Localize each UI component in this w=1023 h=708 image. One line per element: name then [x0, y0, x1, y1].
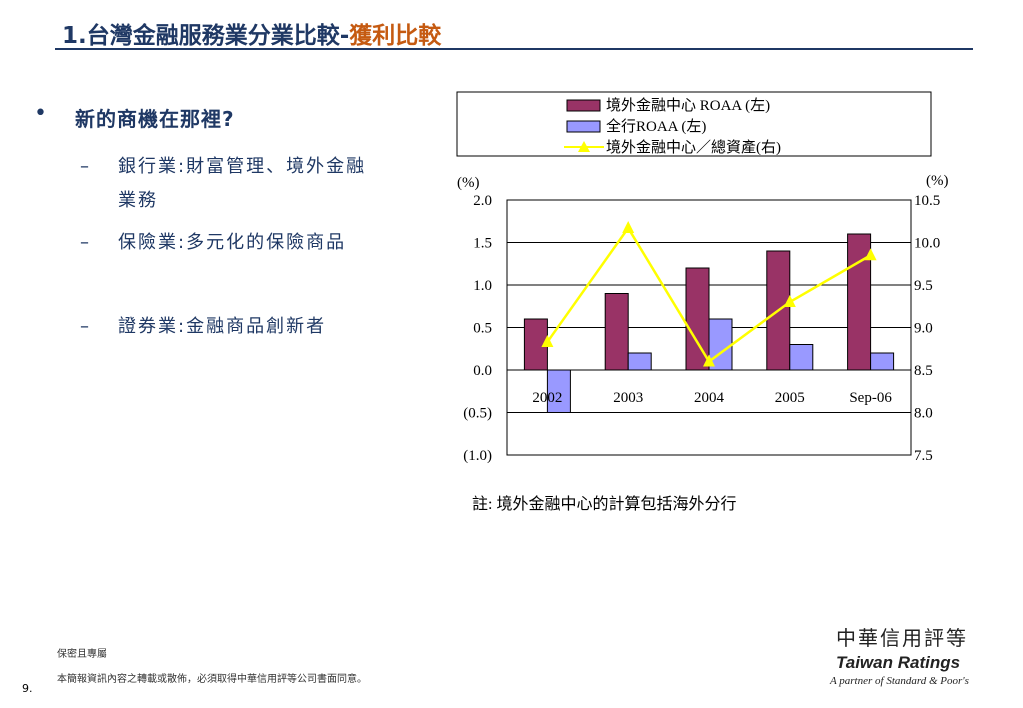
- legend-box: [456, 91, 932, 157]
- right-axis-unit: (%): [926, 173, 949, 189]
- left-tick-label: 0.0: [473, 363, 492, 379]
- left-axis-unit: (%): [457, 175, 480, 191]
- left-tick-label: 2.0: [473, 193, 492, 209]
- left-tick-label: (0.5): [463, 406, 492, 422]
- right-tick-label: 9.0: [914, 321, 933, 337]
- left-tick-label: (1.0): [463, 448, 492, 464]
- right-tick-label: 7.5: [914, 448, 933, 464]
- category-label: 2003: [613, 390, 643, 406]
- legend-swatch: [566, 120, 601, 133]
- sub-item-text: 證券業:金融商品創新者: [118, 316, 327, 337]
- right-tick-label: 9.5: [914, 278, 933, 294]
- bullet-dot: •: [34, 101, 47, 126]
- left-tick-label: 0.5: [473, 321, 492, 337]
- page-title: 1.台灣金融服務業分業比較-獲利比較: [62, 16, 441, 50]
- right-tick-label: 10.0: [914, 236, 940, 252]
- right-tick-label: 10.5: [914, 193, 940, 209]
- roaa-chart: 境外金融中心 ROAA (左) 全行ROAA (左) 境外金融中心／總資產(右) (%…: [456, 91, 949, 464]
- taiwan-ratings-logo: 中華信用評等 Taiwan Ratings A partner of Stand…: [826, 622, 986, 687]
- copyright-notice: 本簡報資訊內容之轉載或散佈，必須取得中華信用評等公司書面同意。: [57, 674, 367, 685]
- legend-swatch: [566, 99, 601, 112]
- logo-chinese: 中華信用評等: [836, 626, 968, 650]
- bar: [870, 352, 895, 371]
- sub-item-dash: –: [80, 156, 89, 177]
- right-tick-label: 8.5: [914, 363, 933, 379]
- bar: [604, 293, 629, 371]
- line-point: [703, 354, 715, 367]
- title-main: 1.台灣金融服務業分業比較-: [62, 23, 350, 49]
- sub-item-text: 銀行業:財富管理、境外金融業務: [118, 156, 367, 211]
- legend-entry: 境外金融中心／總資產(右): [606, 138, 781, 156]
- line-point: [541, 334, 554, 347]
- legend-marker: [578, 141, 590, 152]
- category-label: 2005: [775, 390, 805, 406]
- bar: [627, 352, 652, 371]
- category-label: 2004: [694, 390, 725, 406]
- category-label: 2002: [532, 390, 562, 406]
- left-tick-label: 1.0: [473, 278, 492, 294]
- chart-note: 註: 境外金融中心的計算包括海外分行: [472, 496, 737, 513]
- bar: [847, 233, 872, 371]
- confidential-label: 保密且專屬: [57, 649, 107, 660]
- right-tick-label: 8.0: [914, 406, 933, 422]
- legend-entry: 全行ROAA (左): [606, 117, 706, 135]
- category-label: Sep-06: [849, 390, 892, 406]
- bar: [546, 369, 571, 413]
- sub-item-text: 保險業:多元化的保險商品: [118, 232, 347, 253]
- sub-item-dash: –: [80, 316, 89, 337]
- legend-entry: 境外金融中心 ROAA (左): [606, 96, 770, 114]
- line-point: [864, 248, 877, 261]
- bar: [789, 344, 814, 371]
- title-highlight: 獲利比較: [349, 23, 442, 49]
- title-underline: [55, 48, 973, 50]
- logo-tagline: A partner of Standard & Poor's: [830, 675, 969, 687]
- page-number: 9.: [22, 682, 33, 695]
- bullet-heading: 新的商機在那裡?: [75, 107, 235, 131]
- line-point: [783, 295, 796, 307]
- sub-item-dash: –: [80, 232, 89, 253]
- line-point: [622, 221, 635, 234]
- left-tick-label: 1.5: [473, 236, 492, 252]
- logo-english: Taiwan Ratings: [836, 653, 961, 672]
